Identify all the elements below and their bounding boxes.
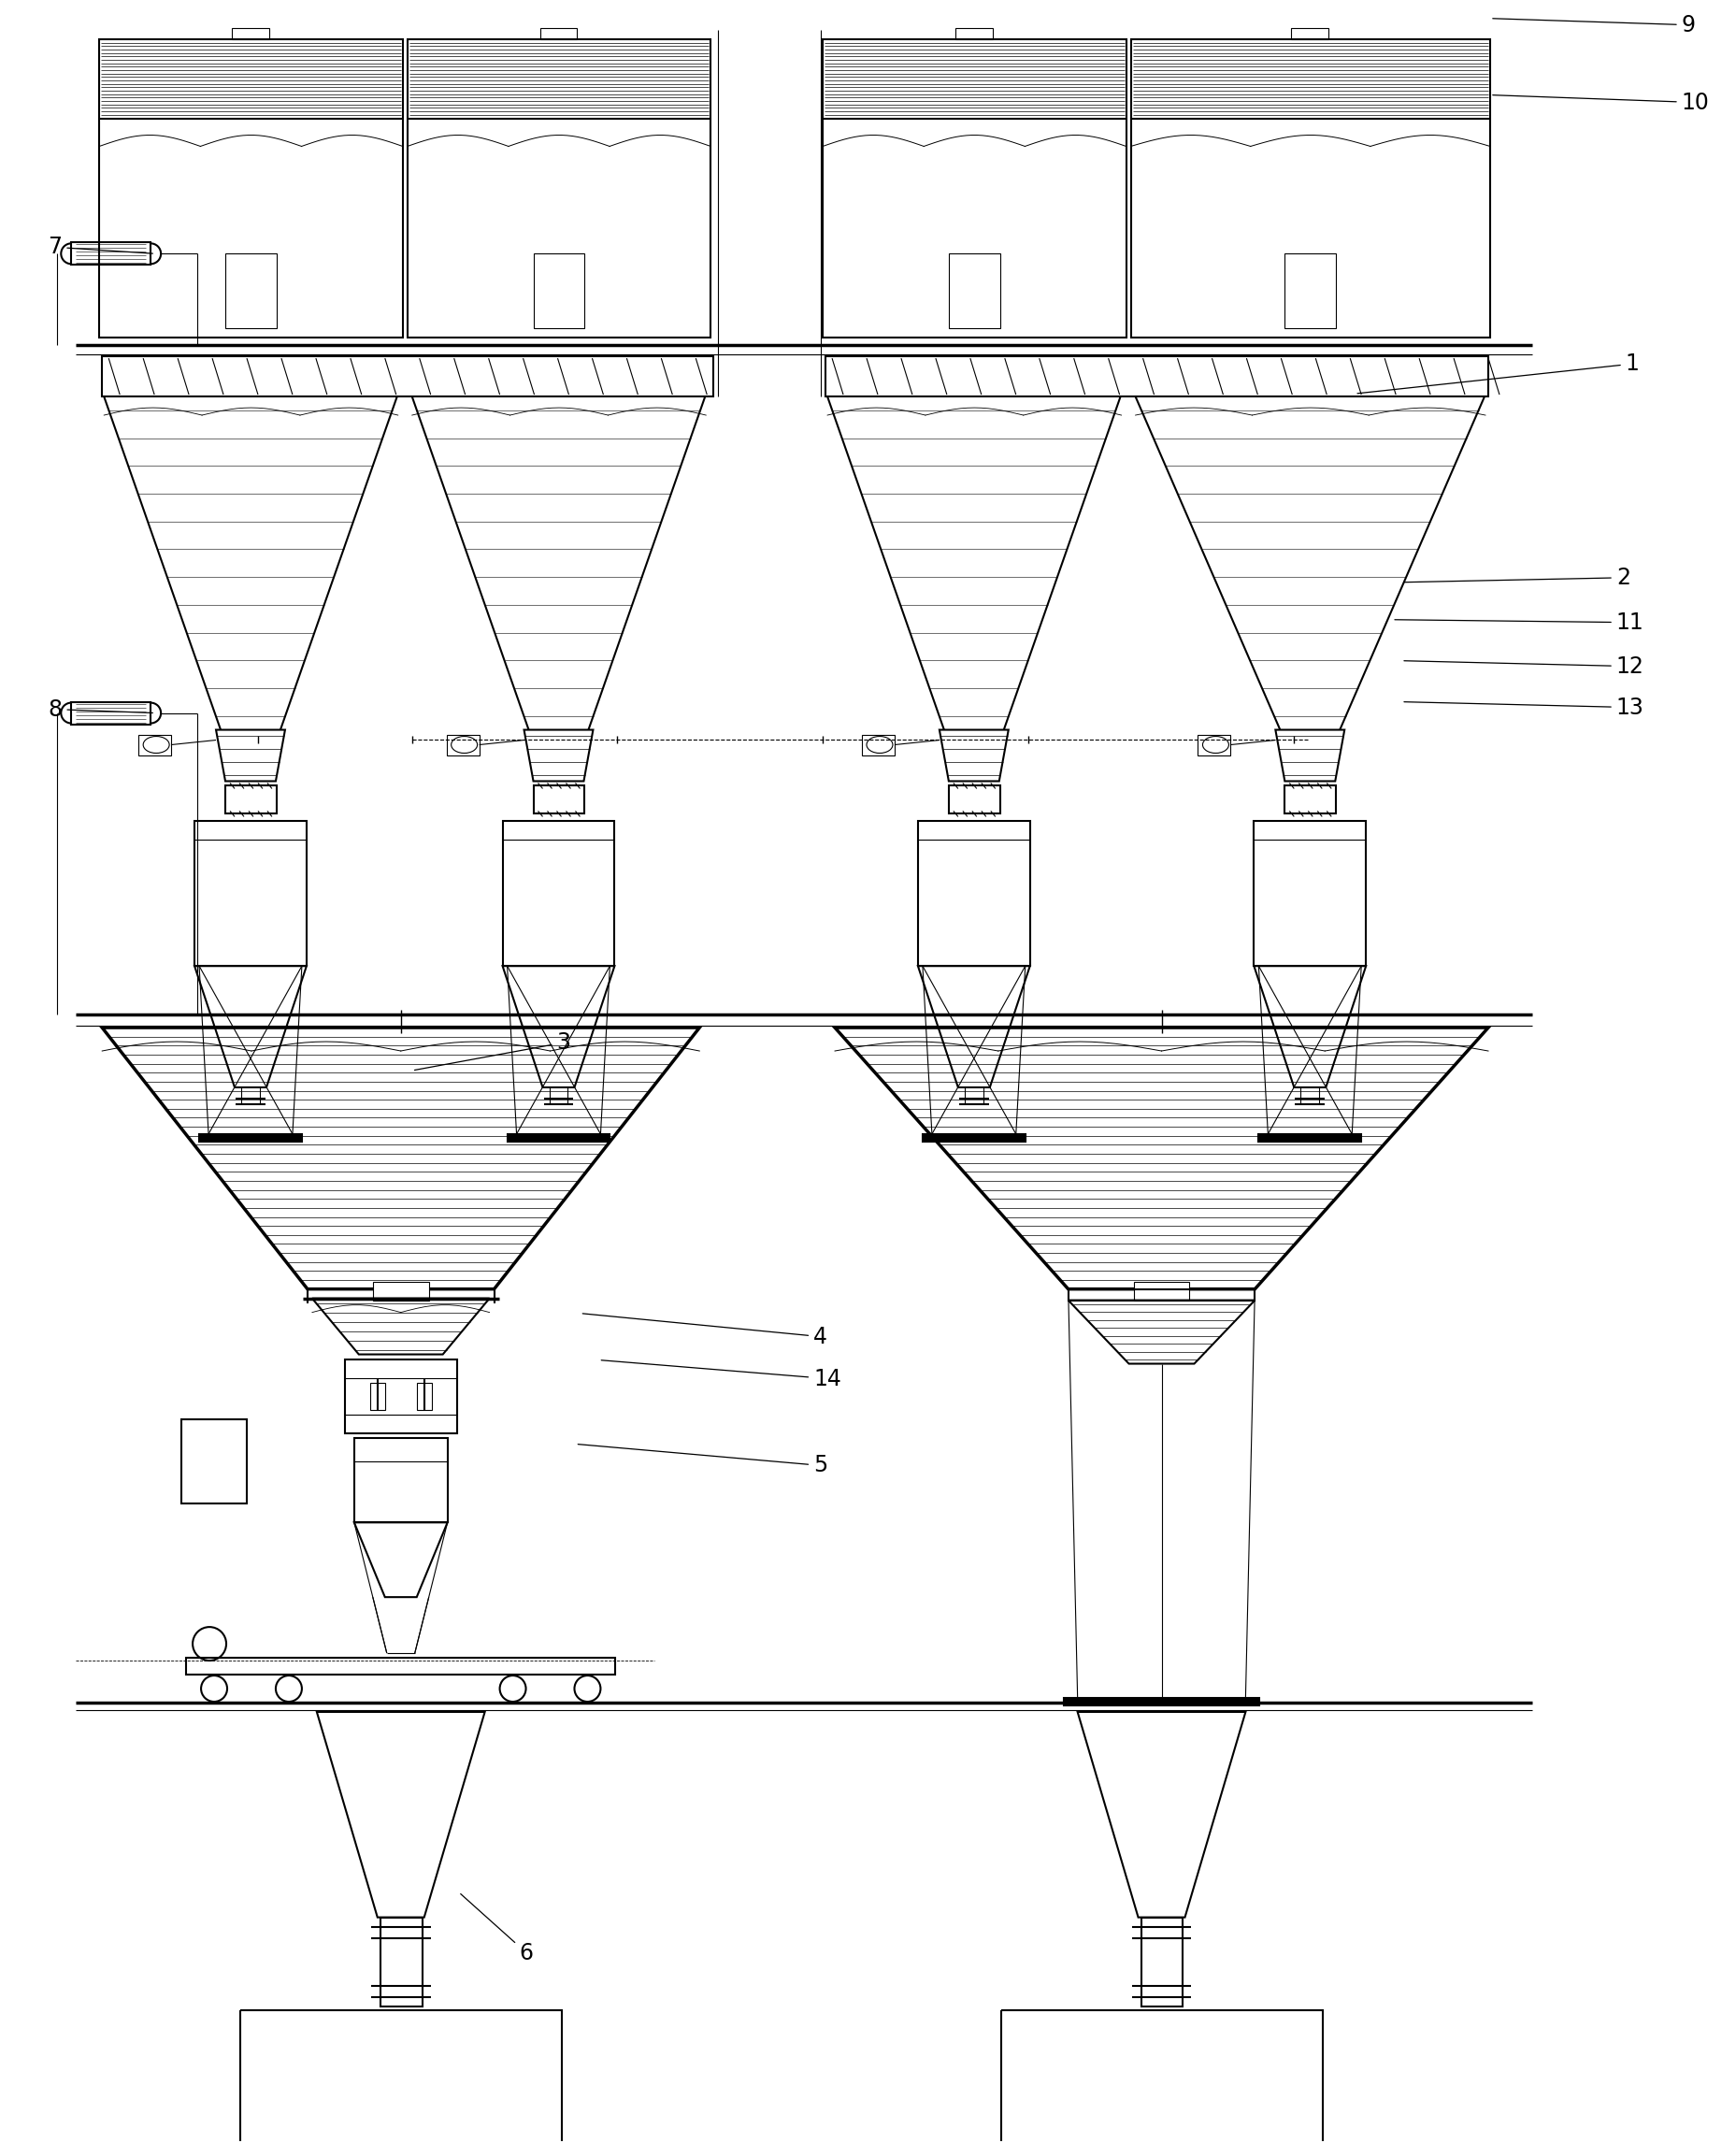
Bar (502, 821, 615, 966)
Bar (1002, 2010, 1323, 2143)
Bar (194, 821, 307, 966)
Bar (233, 28, 269, 39)
Bar (1259, 1134, 1361, 1142)
Bar (1198, 735, 1231, 754)
Bar (345, 1359, 457, 1434)
Bar (1285, 253, 1337, 328)
Bar (240, 2010, 562, 2143)
Bar (533, 253, 585, 328)
Bar (823, 39, 1127, 339)
Bar (1253, 821, 1366, 966)
Bar (950, 253, 1000, 328)
Bar (182, 1419, 247, 1504)
Bar (226, 253, 276, 328)
Bar (354, 1438, 448, 1522)
Bar (1130, 39, 1489, 339)
Bar (186, 1659, 616, 1674)
Text: 11: 11 (1394, 611, 1644, 634)
Text: 7: 7 (49, 236, 153, 259)
Text: 9: 9 (1493, 13, 1696, 36)
Bar (1134, 1282, 1189, 1301)
Text: 14: 14 (601, 1361, 842, 1391)
Bar (408, 39, 710, 339)
Bar (1292, 28, 1328, 39)
Text: 10: 10 (1493, 92, 1710, 114)
Bar (99, 39, 403, 339)
Text: 4: 4 (583, 1314, 828, 1348)
Bar (226, 786, 276, 814)
Bar (1068, 1290, 1255, 1301)
Bar (955, 28, 993, 39)
Bar (446, 735, 479, 754)
Text: 2: 2 (1404, 566, 1630, 589)
Bar (1285, 786, 1337, 814)
Bar (533, 786, 585, 814)
Bar (826, 356, 1488, 396)
Bar (71, 242, 151, 266)
Bar (918, 821, 1029, 966)
Text: 1: 1 (1358, 354, 1639, 394)
Bar (102, 356, 713, 396)
Bar (139, 735, 172, 754)
Bar (1064, 1697, 1260, 1706)
Text: 5: 5 (578, 1444, 828, 1477)
Text: 6: 6 (460, 1894, 533, 1963)
Text: 3: 3 (415, 1031, 571, 1069)
Bar (71, 701, 151, 724)
Bar (380, 1918, 422, 2006)
Bar (370, 1382, 385, 1410)
Bar (417, 1382, 432, 1410)
Text: 8: 8 (49, 699, 153, 720)
Bar (373, 1282, 429, 1301)
Bar (922, 1134, 1026, 1142)
Bar (200, 1134, 302, 1142)
Text: 12: 12 (1404, 656, 1644, 677)
Bar (540, 28, 578, 39)
Bar (863, 735, 894, 754)
Bar (1141, 1918, 1182, 2006)
Text: 13: 13 (1404, 696, 1644, 718)
Bar (507, 1134, 609, 1142)
Bar (950, 786, 1000, 814)
